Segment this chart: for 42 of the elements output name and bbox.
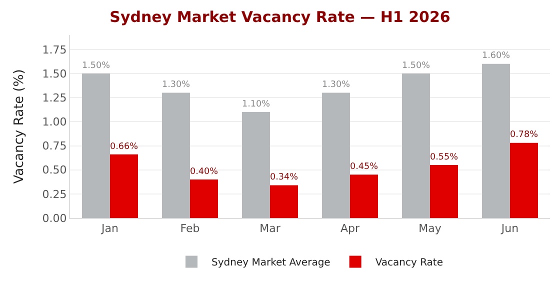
x-tick-label: Jun	[500, 222, 519, 236]
data-label: 0.40%	[190, 166, 218, 177]
y-tick-label: 0.75	[42, 140, 67, 153]
data-label: 0.78%	[510, 130, 538, 140]
data-label: 0.66%	[110, 142, 138, 152]
x-tick-label: May	[418, 222, 442, 236]
data-label: 1.50%	[402, 60, 430, 71]
data-label: 1.30%	[162, 80, 190, 90]
bar	[350, 174, 378, 218]
bar	[510, 142, 538, 218]
data-label: 0.55%	[430, 152, 458, 162]
data-label: 1.60%	[482, 51, 510, 62]
y-tick-label: 1.25	[42, 91, 67, 104]
bar	[110, 154, 138, 218]
data-label: 1.10%	[242, 99, 270, 110]
x-tick-label: Jan	[100, 222, 118, 236]
y-tick-label: 0.50	[42, 164, 67, 177]
chart-title: Sydney Market Vacancy Rate — H1 2026	[110, 8, 450, 26]
legend-label: Sydney Market Average	[212, 258, 330, 269]
bar	[190, 179, 218, 218]
x-tick-label: Apr	[340, 222, 360, 236]
bar	[82, 74, 110, 218]
x-tick-label: Mar	[260, 222, 281, 236]
legend-label: Vacancy Rate	[375, 258, 444, 269]
bar	[162, 92, 190, 218]
y-tick-label: 1.50	[42, 67, 67, 80]
data-label: 1.50%	[82, 60, 110, 71]
data-label: 0.34%	[270, 172, 298, 183]
bar	[270, 185, 298, 218]
data-label: 1.30%	[322, 80, 350, 90]
bar	[482, 64, 510, 218]
data-label: 0.45%	[350, 162, 378, 172]
bar	[402, 74, 430, 218]
y-tick-label: 0.25	[42, 188, 67, 201]
bar	[322, 92, 350, 218]
y-tick-label: 0.00	[42, 212, 67, 225]
bar	[430, 165, 458, 218]
y-tick-label: 1.75	[42, 43, 67, 56]
x-tick-label: Feb	[180, 222, 200, 236]
y-axis-title: Vacancy Rate (%)	[12, 69, 28, 184]
y-tick-label: 1.00	[42, 116, 67, 129]
bar	[242, 112, 270, 218]
